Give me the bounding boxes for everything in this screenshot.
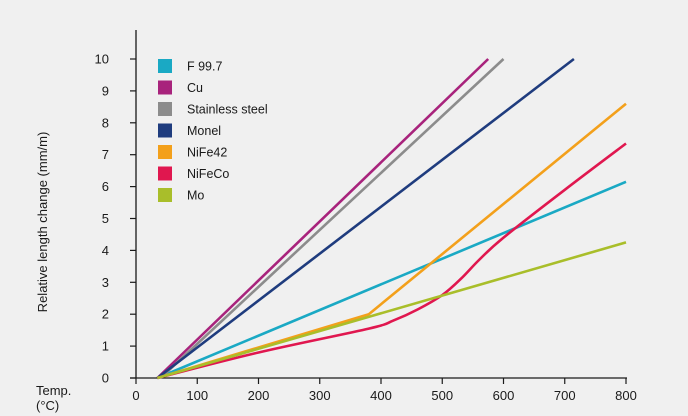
legend-label-monel: Monel	[187, 124, 221, 138]
y-ticks: 0 1 2 3 4 5 6 7 8 9 10	[95, 52, 136, 386]
y-tick-label: 5	[102, 211, 109, 226]
series-line-mo	[157, 241, 627, 380]
series-line-f-99-7	[156, 180, 627, 380]
series-lines	[156, 57, 627, 380]
x-tick-label: 400	[370, 388, 392, 403]
x-tick-label: 500	[431, 388, 453, 403]
y-tick-label: 10	[95, 52, 109, 67]
y-tick-label: 6	[102, 179, 109, 194]
series-line-stainless-steel	[159, 58, 505, 379]
legend-swatch-nifeco	[158, 166, 172, 181]
y-tick-label: 8	[102, 115, 109, 130]
x-tick-label: 800	[615, 388, 637, 403]
x-tick-label: 700	[554, 388, 576, 403]
y-tick-label: 9	[102, 83, 109, 98]
series-line-cu	[156, 58, 490, 379]
y-tick-label: 3	[102, 275, 109, 290]
y-tick-label: 7	[102, 147, 109, 162]
legend-swatch-monel	[158, 123, 172, 138]
legend-swatch-f-99-7	[158, 59, 172, 73]
legend-swatch-cu	[158, 80, 172, 95]
series-line-monel	[156, 57, 575, 380]
x-tick-label: 200	[248, 388, 270, 403]
legend: F 99.7 Cu Stainless steel Monel NiFe42 NiFeCo…	[158, 59, 268, 203]
series-line-nife42	[157, 102, 627, 380]
legend-label-mo: Mo	[187, 189, 204, 203]
legend-label-f-99-7: F 99.7	[187, 60, 222, 74]
y-tick-label: 0	[102, 371, 109, 386]
x-tick-label: 300	[309, 388, 331, 403]
legend-label-stainless-steel: Stainless steel	[187, 103, 268, 117]
legend-swatch-stainless-steel	[158, 102, 172, 116]
y-tick-label: 4	[102, 243, 109, 258]
legend-label-cu: Cu	[187, 81, 203, 95]
x-axis: 0 100 200 300 400 500 600 700 800	[130, 377, 637, 403]
x-axis-title-line-2: (°C)	[36, 398, 59, 413]
x-tick-label: 100	[186, 388, 208, 403]
legend-label-nife42: NiFe42	[187, 146, 227, 160]
y-tick-label: 2	[102, 307, 109, 322]
legend-label-nifeco: NiFeCo	[187, 167, 229, 181]
y-tick-label: 1	[102, 339, 109, 354]
legend-swatch-nife42	[158, 145, 172, 159]
x-tick-label: 600	[493, 388, 515, 403]
y-axis: 0 1 2 3 4 5 6 7 8 9 10	[95, 30, 137, 386]
legend-swatch-mo	[158, 188, 172, 202]
x-axis-title-line-1: Temp.	[36, 383, 71, 398]
x-tick-label: 0	[132, 388, 139, 403]
y-axis-title: Relative length change (mm/m)	[35, 132, 50, 313]
x-ticks: 0 100 200 300 400 500 600 700 800	[132, 378, 637, 403]
